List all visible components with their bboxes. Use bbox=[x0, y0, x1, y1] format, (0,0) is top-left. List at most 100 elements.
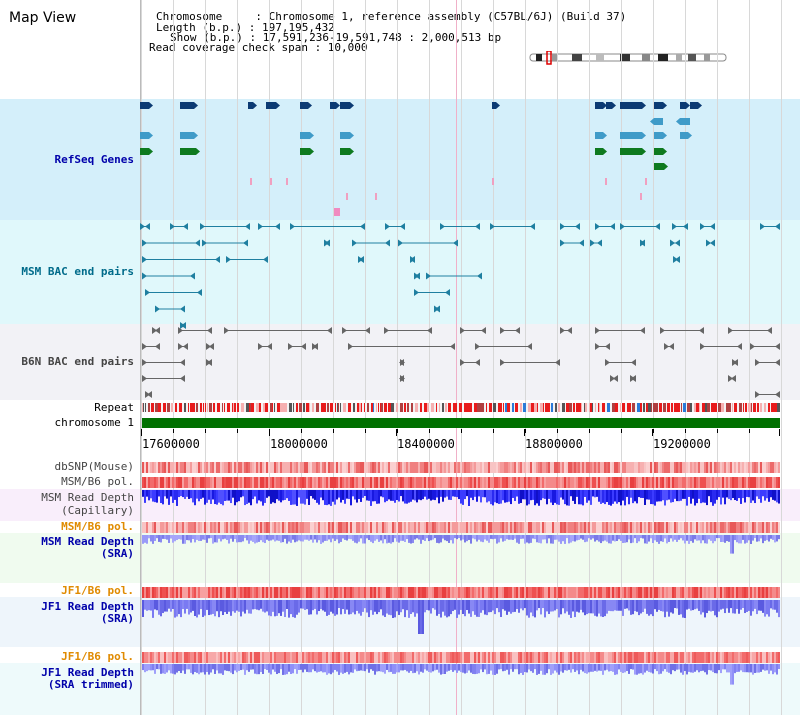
heat-cell bbox=[348, 587, 350, 598]
read-depth-bar bbox=[586, 664, 588, 674]
heat-cell bbox=[702, 652, 704, 663]
heat-cell bbox=[260, 587, 262, 598]
heat-cell bbox=[534, 462, 536, 473]
heat-cell bbox=[638, 522, 640, 533]
read-depth-bar bbox=[618, 535, 620, 540]
heat-cell bbox=[688, 652, 690, 663]
heat-cell bbox=[640, 522, 642, 533]
tracks-canvas[interactable] bbox=[140, 0, 782, 715]
msm-bac-label[interactable]: MSM BAC end pairs bbox=[21, 265, 134, 278]
heat-cell bbox=[488, 477, 490, 488]
read-depth-bar bbox=[430, 664, 432, 673]
heat-cell bbox=[302, 462, 304, 473]
jf1-read-depth-trim-label: JF1 Read Depth bbox=[41, 666, 134, 679]
repeat-element bbox=[217, 403, 220, 412]
repeat-element bbox=[573, 403, 575, 412]
read-depth-bar bbox=[730, 600, 732, 609]
heat-cell bbox=[692, 477, 694, 488]
read-depth-bar bbox=[604, 664, 606, 671]
heat-cell bbox=[644, 462, 646, 473]
heat-cell bbox=[430, 652, 432, 663]
heat-cell bbox=[284, 587, 286, 598]
refseq-genes-label[interactable]: RefSeq Genes bbox=[54, 153, 134, 166]
read-depth-bar bbox=[400, 664, 402, 671]
read-depth-bar bbox=[184, 535, 186, 544]
heat-cell bbox=[388, 462, 390, 473]
repeat-element bbox=[663, 403, 666, 412]
heat-cell bbox=[422, 652, 424, 663]
heat-cell bbox=[262, 462, 264, 473]
heat-cell bbox=[554, 522, 556, 533]
heat-cell bbox=[676, 477, 678, 488]
read-depth-bar bbox=[152, 535, 154, 544]
heat-cell bbox=[490, 587, 492, 598]
read-depth-bar bbox=[492, 664, 494, 675]
heat-cell bbox=[724, 652, 726, 663]
heat-cell bbox=[402, 652, 404, 663]
read-depth-bar bbox=[320, 535, 322, 544]
heat-cell bbox=[180, 587, 182, 598]
read-depth-bar bbox=[220, 600, 222, 612]
heat-cell bbox=[354, 477, 356, 488]
read-depth-bar bbox=[234, 535, 236, 540]
read-depth-bar bbox=[682, 600, 684, 618]
heat-cell bbox=[540, 652, 542, 663]
read-depth-bar bbox=[596, 490, 598, 497]
repeat-element bbox=[661, 403, 662, 412]
heat-cell bbox=[248, 462, 250, 473]
read-depth-bar bbox=[774, 490, 776, 501]
gene-feature bbox=[620, 132, 642, 139]
read-depth-bar bbox=[426, 664, 428, 671]
heat-cell bbox=[282, 522, 284, 533]
read-depth-bar bbox=[714, 664, 716, 674]
heat-cell bbox=[716, 587, 718, 598]
heat-cell bbox=[736, 522, 738, 533]
heat-cell bbox=[198, 652, 200, 663]
read-depth-bar bbox=[624, 600, 626, 609]
read-depth-bar bbox=[434, 535, 436, 539]
read-depth-bar bbox=[494, 535, 496, 539]
heat-cell bbox=[192, 652, 194, 663]
read-depth-bar bbox=[388, 535, 390, 543]
read-depth-bar bbox=[188, 490, 190, 499]
read-depth-bar bbox=[322, 535, 324, 543]
b6n-bac-label[interactable]: B6N BAC end pairs bbox=[21, 355, 134, 368]
heat-cell bbox=[768, 652, 770, 663]
heat-cell bbox=[252, 587, 254, 598]
heat-cell bbox=[320, 652, 322, 663]
heat-cell bbox=[160, 587, 162, 598]
read-depth-bar bbox=[482, 535, 484, 543]
heat-cell bbox=[398, 477, 400, 488]
read-depth-bar bbox=[158, 490, 160, 497]
heat-cell bbox=[734, 462, 736, 473]
read-depth-bar bbox=[322, 600, 324, 611]
heat-cell bbox=[302, 587, 304, 598]
read-depth-bar bbox=[648, 490, 650, 500]
heat-cell bbox=[352, 522, 354, 533]
bac-end-right bbox=[445, 289, 450, 296]
read-depth-bar bbox=[556, 535, 558, 540]
read-depth-bar bbox=[536, 600, 538, 611]
heat-cell bbox=[558, 462, 560, 473]
heat-cell bbox=[742, 477, 744, 488]
heat-cell bbox=[334, 462, 336, 473]
read-depth-bar bbox=[494, 490, 496, 503]
read-depth-bar bbox=[566, 664, 568, 671]
heat-cell bbox=[374, 522, 376, 533]
read-depth-bar bbox=[284, 535, 286, 539]
bac-end-right bbox=[710, 239, 715, 247]
heat-cell bbox=[538, 462, 540, 473]
heat-cell bbox=[740, 477, 742, 488]
heat-cell bbox=[678, 587, 680, 598]
gene-strand-arrow bbox=[698, 102, 702, 109]
heat-cell bbox=[500, 477, 502, 488]
gene-feature bbox=[180, 148, 196, 155]
heat-cell bbox=[318, 477, 320, 488]
heat-cell bbox=[590, 477, 592, 488]
chromosome-ideogram[interactable] bbox=[528, 51, 730, 65]
read-depth-bar bbox=[668, 535, 670, 542]
read-depth-bar bbox=[194, 535, 196, 543]
heat-cell bbox=[400, 522, 402, 533]
read-depth-bar bbox=[682, 535, 684, 541]
repeat-element bbox=[237, 403, 239, 412]
